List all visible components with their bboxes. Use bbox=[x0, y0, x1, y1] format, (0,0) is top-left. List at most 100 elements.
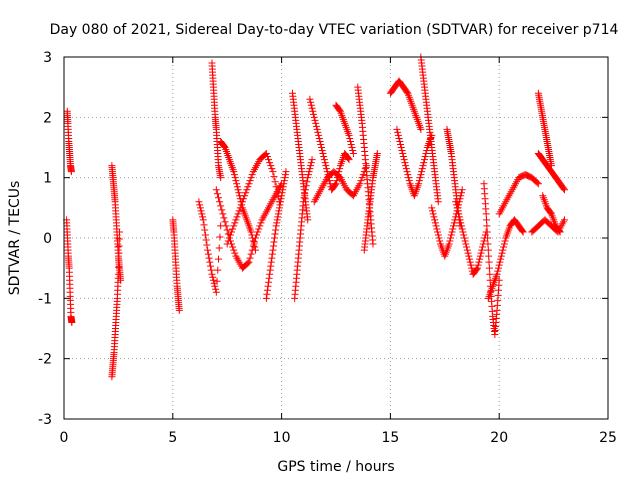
data-point bbox=[274, 213, 282, 221]
data-point bbox=[279, 183, 287, 191]
data-point bbox=[263, 286, 271, 294]
data-point bbox=[348, 144, 356, 151]
data-point bbox=[230, 246, 238, 254]
data-point bbox=[400, 156, 408, 164]
data-point bbox=[264, 282, 272, 290]
data-point bbox=[266, 270, 274, 278]
data-point bbox=[485, 252, 493, 260]
data-point bbox=[347, 137, 355, 145]
data-point bbox=[345, 131, 353, 139]
data-point bbox=[464, 249, 472, 257]
data-point bbox=[245, 180, 253, 188]
data-point bbox=[254, 228, 262, 236]
data-point bbox=[560, 216, 568, 224]
data-point bbox=[478, 246, 486, 254]
data-point bbox=[303, 178, 311, 186]
data-point bbox=[473, 265, 481, 273]
data-point bbox=[485, 264, 493, 272]
data-point bbox=[460, 231, 468, 239]
data-point bbox=[237, 201, 245, 209]
data-point bbox=[457, 219, 465, 227]
data-point bbox=[216, 233, 224, 241]
data-point bbox=[268, 250, 276, 258]
data-point bbox=[212, 288, 220, 296]
data-point bbox=[483, 216, 491, 224]
data-point bbox=[271, 234, 279, 242]
data-point bbox=[499, 246, 507, 254]
data-point bbox=[219, 210, 227, 218]
data-point bbox=[403, 168, 411, 176]
data-point bbox=[207, 266, 215, 274]
data-point bbox=[224, 237, 232, 245]
data-point bbox=[243, 186, 251, 194]
data-point bbox=[281, 171, 289, 179]
data-point bbox=[204, 250, 212, 258]
data-point bbox=[452, 198, 460, 206]
data-point bbox=[311, 116, 319, 124]
data-point bbox=[397, 144, 405, 151]
data-point bbox=[202, 236, 210, 244]
data-point bbox=[317, 144, 325, 151]
y-tick-label: 1 bbox=[43, 171, 52, 187]
data-point bbox=[229, 225, 237, 233]
y-axis-title: SDTVAR / TECUs bbox=[7, 181, 23, 296]
data-point bbox=[196, 201, 204, 209]
data-point bbox=[249, 242, 257, 250]
data-point bbox=[475, 258, 483, 266]
data-point bbox=[195, 198, 203, 206]
data-point bbox=[271, 178, 279, 186]
data-point bbox=[402, 162, 410, 170]
data-point bbox=[495, 261, 503, 269]
data-point bbox=[266, 159, 274, 167]
axis-ticks: 0 5 10 15 20 25 -3 -2 -1 0 1 2 3 bbox=[38, 50, 617, 446]
data-point bbox=[244, 183, 252, 191]
data-point bbox=[115, 263, 123, 271]
data-point bbox=[393, 125, 401, 133]
data-point bbox=[220, 142, 228, 150]
data-point bbox=[267, 162, 275, 170]
data-point bbox=[225, 234, 233, 242]
data-point bbox=[484, 246, 492, 254]
y-tick-label: -1 bbox=[38, 291, 52, 307]
data-point bbox=[248, 171, 256, 179]
data-point bbox=[420, 159, 428, 167]
data-point bbox=[518, 227, 526, 235]
data-point bbox=[278, 189, 286, 197]
data-point bbox=[398, 147, 406, 155]
data-point bbox=[211, 282, 219, 290]
data-point bbox=[305, 168, 313, 176]
data-point bbox=[431, 219, 439, 227]
data-point bbox=[344, 155, 352, 163]
data-point bbox=[420, 156, 428, 164]
data-point bbox=[230, 171, 238, 179]
data-point bbox=[405, 174, 413, 182]
data-point bbox=[214, 194, 222, 202]
data-point bbox=[269, 246, 277, 254]
data-point bbox=[356, 180, 364, 188]
data-point bbox=[231, 219, 239, 227]
data-point bbox=[280, 180, 288, 188]
data-point bbox=[402, 165, 410, 173]
data-point bbox=[235, 207, 243, 215]
data-point bbox=[221, 218, 229, 226]
y-tick-label: 2 bbox=[43, 110, 52, 126]
data-point bbox=[273, 188, 281, 196]
data-point bbox=[215, 244, 223, 252]
data-point bbox=[267, 262, 275, 270]
data-point bbox=[395, 134, 403, 142]
data-point bbox=[432, 222, 440, 230]
data-point bbox=[223, 240, 231, 248]
data-point bbox=[232, 177, 240, 185]
data-point bbox=[276, 201, 284, 209]
data-point bbox=[231, 174, 239, 182]
data-point bbox=[115, 242, 123, 250]
data-point bbox=[336, 106, 344, 114]
data-point bbox=[226, 231, 234, 239]
data-point bbox=[269, 168, 277, 176]
data-point bbox=[213, 277, 221, 285]
data-point bbox=[479, 243, 487, 251]
data-point bbox=[404, 171, 412, 179]
data-point bbox=[248, 246, 256, 254]
data-point bbox=[458, 186, 466, 194]
